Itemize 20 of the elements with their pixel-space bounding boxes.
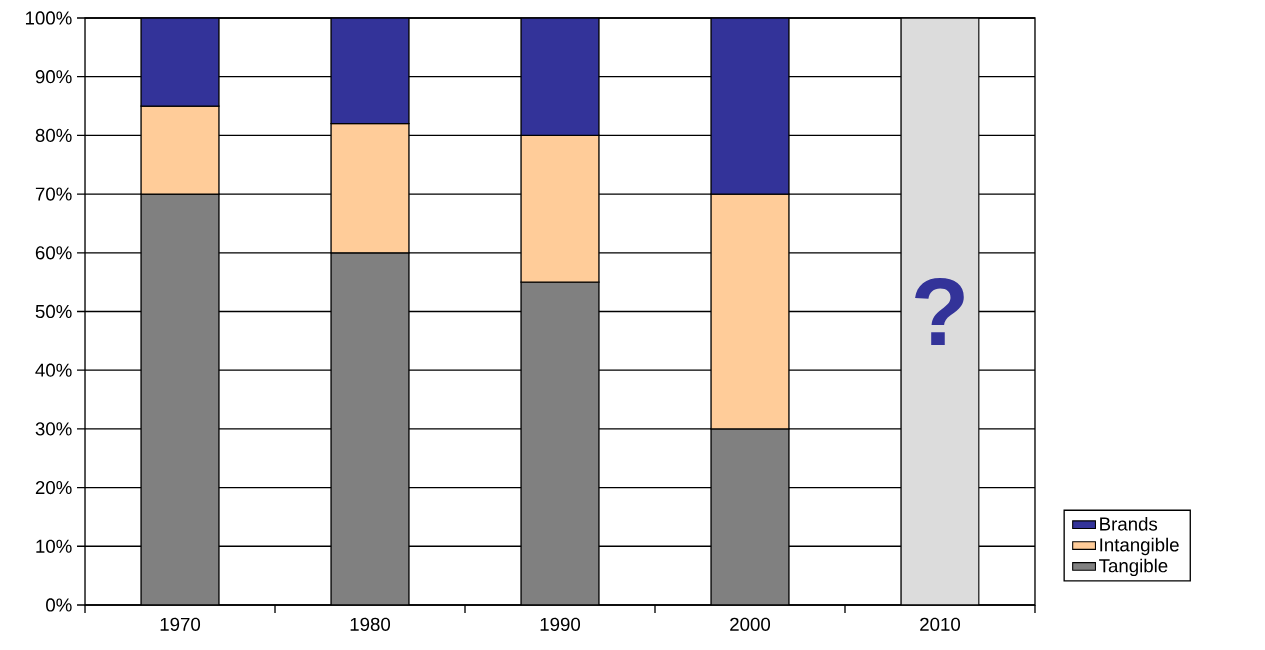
y-tick-label: 90% <box>35 70 72 84</box>
y-tick-label: 0% <box>46 598 72 612</box>
y-tick-label: 10% <box>36 539 72 553</box>
y-tick-label: 50% <box>35 304 72 319</box>
legend-label: Brands <box>1100 516 1158 531</box>
legend-label: Intangible <box>1100 537 1179 556</box>
y-tick-label: 100% <box>25 11 72 25</box>
x-tick-label: 1990 <box>540 617 581 631</box>
x-tick-label: 1970 <box>160 617 201 631</box>
y-tick-label: 20% <box>35 480 72 495</box>
annotation: ? <box>915 277 964 346</box>
y-tick-label: 60% <box>35 246 72 260</box>
y-tick-label: 40% <box>35 363 72 377</box>
x-tick-label: 2000 <box>730 617 771 631</box>
legend-label: Tangible <box>1099 558 1168 577</box>
x-tick-label: 1980 <box>350 617 391 631</box>
y-tick-label: 30% <box>35 422 72 436</box>
y-tick-label: 70% <box>35 187 72 201</box>
x-tick-label: 2010 <box>920 617 961 631</box>
y-tick-label: 80% <box>35 128 72 143</box>
